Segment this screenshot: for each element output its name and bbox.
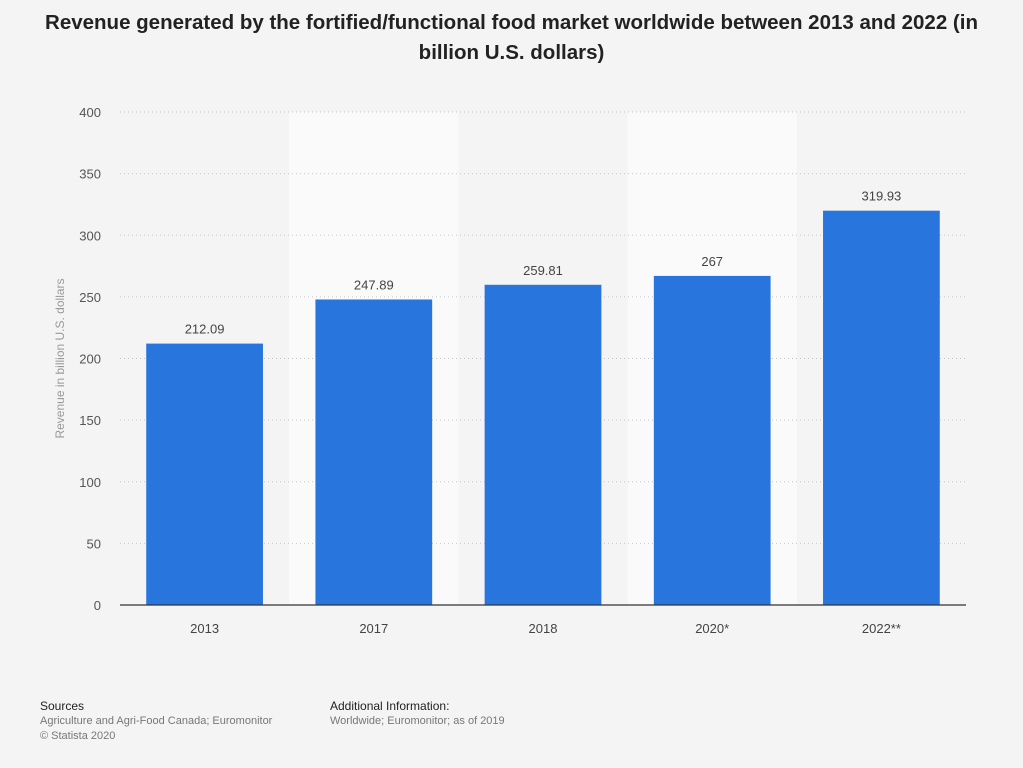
data-label: 247.89 <box>354 277 394 292</box>
bar[interactable] <box>823 210 940 605</box>
data-label: 267 <box>701 254 723 269</box>
additional-info-block: Additional Information: Worldwide; Eurom… <box>330 698 505 729</box>
additional-info-text: Worldwide; Euromonitor; as of 2019 <box>330 715 505 727</box>
bar[interactable] <box>146 343 263 605</box>
bar[interactable] <box>653 275 771 605</box>
sources-text: Agriculture and Agri-Food Canada; Euromo… <box>40 715 273 727</box>
x-tick-label: 2018 <box>529 621 558 636</box>
y-tick-label: 350 <box>79 167 101 182</box>
bars <box>146 210 940 605</box>
y-tick-label: 100 <box>79 475 101 490</box>
x-axis-ticks: 2013 2017 2018 2020* 2022** <box>190 621 901 636</box>
data-label: 212.09 <box>185 322 225 337</box>
y-tick-label: 200 <box>79 352 101 367</box>
additional-info-heading: Additional Information: <box>330 699 450 713</box>
y-axis-label: Revenue in billion U.S. dollars <box>53 278 67 438</box>
x-tick-label: 2017 <box>359 621 388 636</box>
y-tick-label: 400 <box>79 105 101 120</box>
y-tick-label: 150 <box>79 413 101 428</box>
sources-heading: Sources <box>40 699 85 713</box>
x-tick-label: 2013 <box>190 621 219 636</box>
data-labels: 212.09 247.89 259.81 267 319.93 <box>185 189 902 337</box>
sources-block: Sources Agriculture and Agri-Food Canada… <box>40 698 272 744</box>
y-tick-label: 250 <box>79 290 101 305</box>
y-axis-ticks: 0 50 100 150 200 250 300 350 400 <box>79 105 101 613</box>
chart-title: Revenue generated by the fortified/funct… <box>45 11 978 64</box>
x-tick-label: 2022** <box>862 621 901 636</box>
bar[interactable] <box>484 284 602 605</box>
data-label: 259.81 <box>523 263 563 278</box>
y-tick-label: 0 <box>94 598 101 613</box>
y-tick-label: 50 <box>87 536 101 551</box>
data-label: 319.93 <box>862 189 902 204</box>
chart-area: 0 50 100 150 200 250 300 350 400 212.09 247.89 259… <box>53 105 966 636</box>
y-tick-label: 300 <box>79 228 101 243</box>
x-tick-label: 2020* <box>695 621 729 636</box>
copyright-text: © Statista 2020 <box>40 730 116 742</box>
bar[interactable] <box>315 299 433 605</box>
